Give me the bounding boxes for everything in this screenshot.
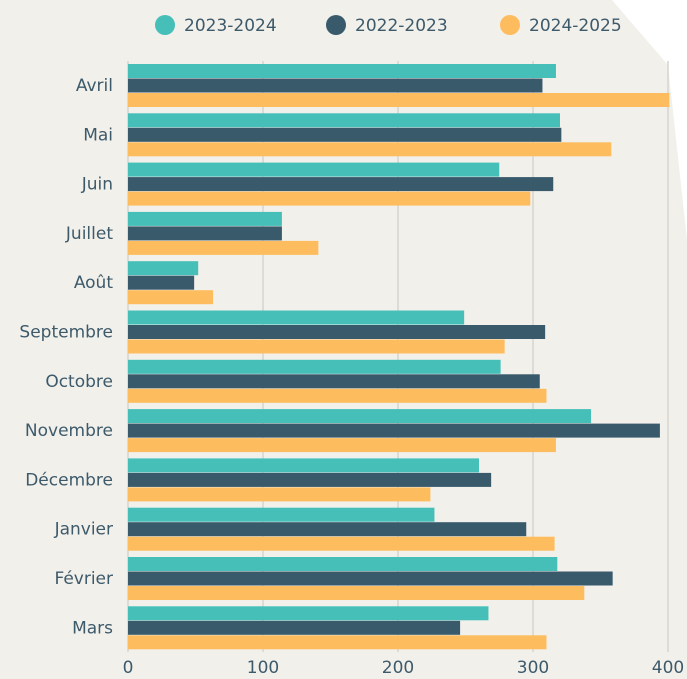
bar <box>128 240 319 255</box>
bar <box>128 586 585 600</box>
bar <box>128 438 556 453</box>
x-tick-label: 0 <box>123 658 134 678</box>
bar <box>128 339 505 354</box>
bar <box>128 211 282 226</box>
y-tick-label: Mars <box>72 618 113 638</box>
y-tick-label: Février <box>54 569 113 589</box>
legend-marker <box>155 15 175 35</box>
bar <box>128 423 660 438</box>
bar <box>128 458 479 473</box>
bar <box>128 226 282 241</box>
y-tick-label: Avril <box>76 76 113 96</box>
bar <box>128 275 195 290</box>
x-tick-label: 200 <box>382 658 414 678</box>
bar <box>128 620 461 635</box>
y-tick-label: Novembre <box>25 421 113 441</box>
legend-label: 2023-2024 <box>184 16 277 36</box>
y-tick-label: Août <box>74 273 114 293</box>
y-tick-label: Janvier <box>54 520 113 540</box>
bar <box>128 127 562 142</box>
bar <box>128 325 546 339</box>
bar <box>128 571 613 586</box>
bar <box>128 113 560 128</box>
y-tick-label: Octobre <box>45 372 113 392</box>
bar <box>128 635 547 650</box>
y-tick-label: Juillet <box>65 224 113 244</box>
bar <box>128 487 431 502</box>
bar <box>128 142 612 157</box>
bar <box>128 388 547 403</box>
y-tick-label: Mai <box>83 125 113 145</box>
bar <box>128 522 527 537</box>
bar <box>128 162 500 177</box>
bar <box>128 606 489 621</box>
bar <box>128 557 558 571</box>
bar <box>128 78 543 93</box>
bar <box>128 507 435 522</box>
bar <box>128 359 501 374</box>
legend-marker <box>500 15 520 35</box>
x-tick-label: 400 <box>652 658 684 678</box>
background-shape <box>612 0 687 240</box>
bar <box>128 191 531 206</box>
bar <box>128 310 465 325</box>
bar <box>128 64 556 78</box>
bar <box>128 409 592 424</box>
legend-label: 2024-2025 <box>529 16 622 36</box>
bar <box>128 472 492 487</box>
legend-label: 2022-2023 <box>355 16 448 36</box>
bar <box>128 536 555 551</box>
y-tick-label: Juin <box>81 175 113 195</box>
bar <box>128 290 214 305</box>
x-tick-label: 300 <box>517 658 549 678</box>
bar <box>128 374 540 389</box>
bar <box>128 93 670 107</box>
x-tick-label: 100 <box>247 658 279 678</box>
y-tick-label: Septembre <box>19 323 113 343</box>
legend-marker <box>326 15 346 35</box>
bar <box>128 261 199 276</box>
y-tick-label: Décembre <box>25 470 113 490</box>
bar <box>128 177 554 192</box>
